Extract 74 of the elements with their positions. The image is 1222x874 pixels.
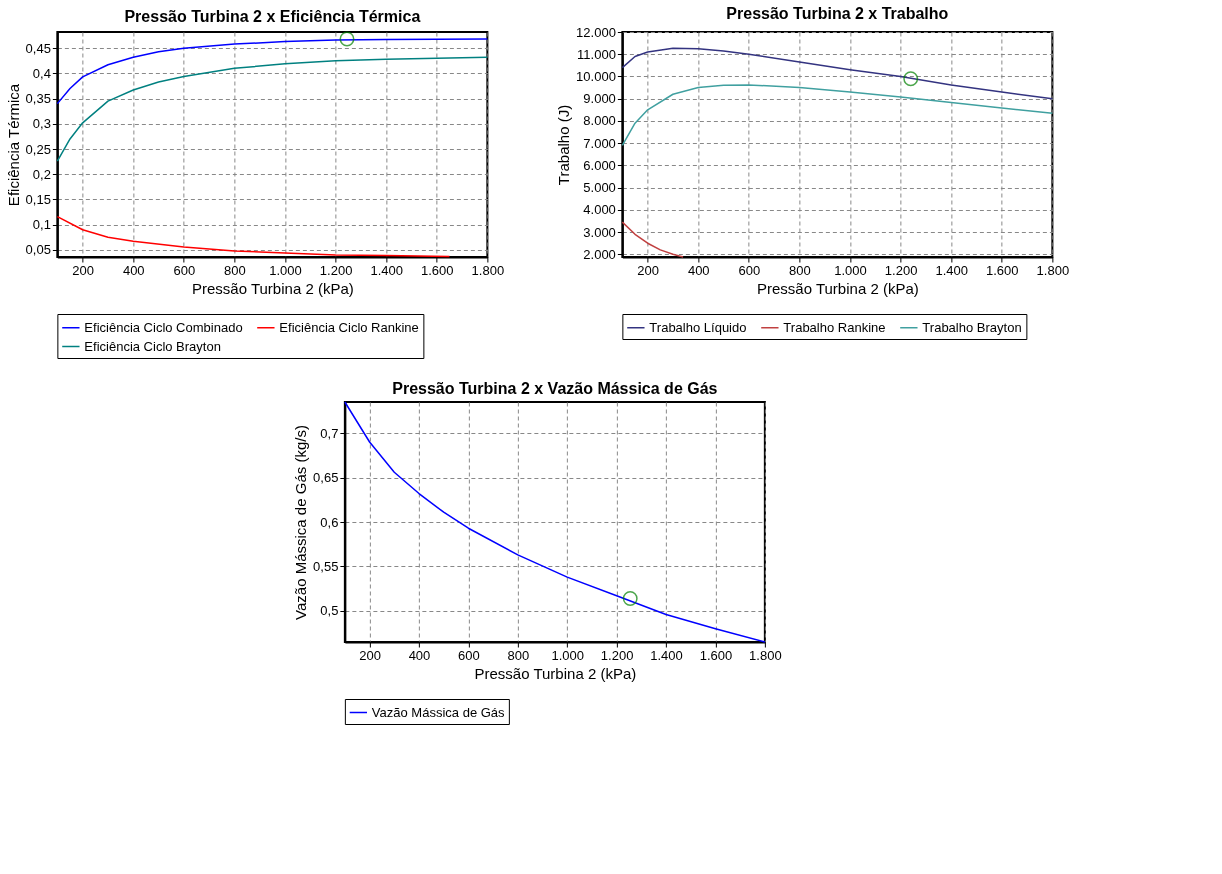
- y-tick-label: 0,2: [32, 166, 51, 182]
- x-tick-label: 800: [789, 262, 811, 278]
- y-tick-label: 0,35: [25, 91, 51, 107]
- x-tick-label: 200: [637, 262, 660, 278]
- y-axis-title: Eficiência Térmica: [4, 83, 22, 207]
- y-tick-label: 0,25: [25, 141, 51, 157]
- x-tick-label: 600: [458, 647, 480, 663]
- line-series: [621, 221, 684, 258]
- y-tick-label: 0,4: [32, 65, 51, 81]
- legend-label: Eficiência Ciclo Rankine: [279, 319, 419, 335]
- x-axis-title: Pressão Turbina 2 (kPa): [191, 279, 354, 297]
- x-tick-label: 1.000: [834, 262, 867, 278]
- y-tick-label: 0,3: [32, 116, 51, 132]
- y-tick-label: 0,1: [32, 217, 51, 233]
- y-tick-label: 0,5: [320, 603, 339, 619]
- y-tick-label: 4.000: [583, 202, 616, 218]
- y-axis-title: Vazão Mássica de Gás (kg/s): [292, 425, 310, 620]
- legend-label: Eficiência Ciclo Combinado: [84, 319, 243, 335]
- x-tick-label: 600: [173, 262, 196, 278]
- x-axis-title: Pressão Turbina 2 (kPa): [474, 664, 637, 682]
- chart-title: Pressão Turbina 2 x Vazão Mássica de Gás: [392, 380, 718, 398]
- line-series: [621, 47, 1054, 100]
- y-tick-label: 0,05: [25, 242, 51, 258]
- x-tick-label: 1.800: [749, 647, 782, 663]
- y-axis-title: Trabalho (J): [555, 104, 573, 186]
- x-tick-label: 400: [408, 647, 431, 663]
- x-tick-label: 1.200: [884, 262, 918, 278]
- legend-label: Trabalho Líquido: [649, 319, 747, 335]
- x-tick-label: 800: [224, 262, 246, 278]
- y-tick-label: 0,55: [313, 558, 339, 574]
- y-tick-label: 7.000: [583, 135, 616, 151]
- line-series: [56, 215, 451, 258]
- legend-label: Vazão Mássica de Gás: [371, 704, 506, 720]
- line-series: [56, 38, 489, 105]
- y-tick-label: 0,6: [320, 514, 339, 530]
- x-tick-label: 400: [122, 262, 145, 278]
- x-tick-label: 1.600: [986, 262, 1019, 278]
- y-tick-label: 5.000: [583, 180, 616, 196]
- y-tick-label: 0,65: [313, 470, 339, 486]
- y-tick-label: 0,7: [320, 425, 339, 441]
- x-tick-label: 600: [738, 262, 761, 278]
- x-axis-title: Pressão Turbina 2 (kPa): [756, 279, 919, 297]
- x-tick-label: 200: [72, 262, 95, 278]
- x-tick-label: 800: [507, 647, 530, 663]
- legend-label: Trabalho Brayton: [922, 319, 1022, 335]
- chart-title: Pressão Turbina 2 x Eficiência Térmica: [124, 8, 421, 26]
- y-tick-label: 9.000: [583, 91, 616, 107]
- y-tick-label: 0,15: [25, 191, 51, 207]
- x-tick-label: 1.000: [551, 647, 584, 663]
- y-tick-label: 2.000: [583, 246, 616, 262]
- line-series: [56, 56, 489, 162]
- y-tick-label: 0,45: [25, 40, 51, 56]
- y-tick-label: 8.000: [583, 113, 616, 129]
- x-tick-label: 1.000: [269, 262, 302, 278]
- x-tick-label: 1.400: [650, 647, 683, 663]
- y-tick-label: 10.000: [576, 68, 616, 84]
- x-tick-label: 1.800: [471, 262, 505, 278]
- x-tick-label: 1.600: [421, 262, 454, 278]
- legend-label: Eficiência Ciclo Brayton: [84, 338, 221, 354]
- x-tick-label: 1.200: [319, 262, 353, 278]
- x-tick-label: 200: [359, 647, 381, 663]
- legend-label: Trabalho Rankine: [783, 319, 886, 335]
- y-tick-label: 3.000: [583, 224, 616, 240]
- x-tick-label: 1.400: [935, 262, 968, 278]
- chart-title: Pressão Turbina 2 x Trabalho: [726, 5, 949, 22]
- x-tick-label: 400: [687, 262, 710, 278]
- x-tick-label: 1.800: [1036, 262, 1070, 278]
- x-tick-label: 1.400: [370, 262, 403, 278]
- y-tick-label: 6.000: [583, 157, 616, 173]
- y-tick-label: 12.000: [576, 24, 616, 40]
- line-series: [621, 84, 1054, 147]
- x-tick-label: 1.600: [699, 647, 733, 663]
- y-tick-label: 11.000: [577, 46, 616, 62]
- x-tick-label: 1.200: [600, 647, 634, 663]
